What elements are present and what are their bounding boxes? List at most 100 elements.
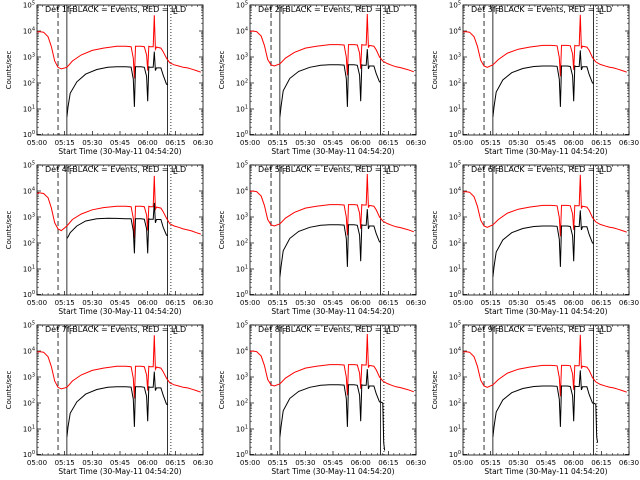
y-tick-label: 103 [23, 213, 35, 222]
x-tick-label: 06:15 [165, 299, 185, 307]
y-axis-label: Counts/sec [218, 211, 226, 250]
y-tick-label: 105 [236, 321, 248, 330]
annotation-label: L [173, 7, 178, 16]
y-tick-label: 103 [449, 373, 461, 382]
events-series-line [279, 49, 381, 117]
lld-series-line [250, 13, 414, 76]
y-tick-label: 103 [236, 373, 248, 382]
x-tick-label: 05:30 [82, 139, 102, 147]
x-tick-label: 05:45 [110, 299, 130, 307]
annotation-label: L [599, 327, 604, 336]
y-tick-label: 105 [23, 161, 35, 170]
panel-7: 100 101 102 103 104 105 05:00 05:15 05:30 05:45 06… [5, 321, 213, 477]
x-tick-label: 06:30 [406, 139, 426, 147]
panel-1: 100 101 102 103 104 105 05:00 05:15 05:30 05:45 06… [5, 1, 213, 157]
x-tick-label: 05:30 [508, 459, 528, 467]
y-axis-label: Counts/sec [5, 51, 13, 90]
plot-frame [249, 164, 417, 296]
y-tick-label: 102 [236, 239, 248, 248]
y-axis-label: Counts/sec [431, 371, 439, 410]
x-tick-label: 05:45 [536, 459, 556, 467]
annotation-label: L [386, 327, 391, 336]
y-tick-label: 102 [449, 239, 461, 248]
x-tick-label: 06:30 [193, 299, 213, 307]
panel-5: 100 101 102 103 104 105 05:00 05:15 05:30 05:45 06… [218, 161, 426, 317]
panel-title: Det 4f BLACK = Events, RED = LLD [45, 165, 186, 174]
y-tick-label: 102 [23, 399, 35, 408]
x-tick-label: 05:00 [27, 139, 47, 147]
x-tick-label: 05:00 [453, 139, 473, 147]
x-tick-label: 05:45 [323, 139, 343, 147]
x-tick-label: 05:00 [453, 459, 473, 467]
panel-title: Det 1f BLACK = Events, RED = LLD [45, 5, 186, 14]
y-tick-label: 104 [449, 187, 461, 196]
y-tick-label: 100 [23, 130, 35, 139]
x-axis-label: Start Time (30-May-11 04:54:20) [484, 147, 607, 156]
y-tick-label: 100 [449, 130, 461, 139]
y-axis-label: Counts/sec [5, 211, 13, 250]
y-tick-label: 105 [449, 1, 461, 10]
x-tick-label: 06:00 [138, 299, 158, 307]
x-tick-label: 05:30 [82, 299, 102, 307]
events-series-line [66, 371, 168, 437]
y-tick-label: 100 [449, 450, 461, 459]
y-tick-label: 101 [236, 425, 248, 434]
y-tick-label: 102 [23, 239, 35, 248]
x-tick-label: 05:15 [55, 299, 75, 307]
annotation-label: F [69, 327, 74, 336]
x-tick-label: 06:30 [619, 299, 639, 307]
y-tick-label: 105 [23, 321, 35, 330]
y-tick-label: 101 [23, 105, 35, 114]
lld-series-line [250, 173, 414, 236]
y-tick-label: 100 [23, 450, 35, 459]
y-tick-label: 102 [449, 399, 461, 408]
panel-3: 100 101 102 103 104 105 05:00 05:15 05:30 05:45 06… [431, 1, 639, 157]
y-tick-label: 102 [236, 399, 248, 408]
x-tick-label: 05:15 [268, 459, 288, 467]
y-tick-label: 105 [236, 161, 248, 170]
panel-title: Det 5f BLACK = Events, RED = LLD [258, 165, 399, 174]
annotation-label: F [495, 327, 500, 336]
y-tick-label: 101 [449, 105, 461, 114]
plot-frame [249, 4, 417, 136]
y-tick-label: 104 [449, 27, 461, 36]
panel-title: Det 7f BLACK = Events, RED = LLD [45, 325, 186, 334]
events-series-line [492, 50, 594, 117]
x-tick-label: 06:30 [619, 459, 639, 467]
annotation-label: F [495, 167, 500, 176]
x-tick-label: 05:15 [55, 459, 75, 467]
y-tick-label: 102 [23, 79, 35, 88]
y-tick-label: 101 [236, 105, 248, 114]
panel-title: Det 6f BLACK = Events, RED = LLD [471, 165, 612, 174]
lld-series-line [37, 335, 201, 399]
y-tick-label: 101 [449, 425, 461, 434]
panel-title: Det 2f BLACK = Events, RED = LLD [258, 5, 399, 14]
events-series-line [492, 210, 594, 277]
panel-title: Det 9f BLACK = Events, RED = LLD [471, 325, 612, 334]
x-tick-label: 06:30 [193, 139, 213, 147]
x-tick-label: 05:30 [508, 139, 528, 147]
x-axis-label: Start Time (30-May-11 04:54:20) [271, 307, 394, 316]
x-tick-label: 05:45 [110, 459, 130, 467]
x-tick-label: 05:30 [295, 459, 315, 467]
y-tick-label: 103 [449, 53, 461, 62]
events-series-line [279, 369, 386, 451]
plot-frame [36, 324, 204, 456]
x-tick-label: 06:15 [165, 139, 185, 147]
lld-series-line [37, 15, 201, 79]
x-tick-label: 05:00 [27, 459, 47, 467]
y-tick-label: 103 [449, 213, 461, 222]
y-tick-label: 102 [236, 79, 248, 88]
x-tick-label: 05:00 [240, 139, 260, 147]
lld-series-line [37, 175, 201, 239]
x-tick-label: 05:00 [27, 299, 47, 307]
y-tick-label: 105 [449, 161, 461, 170]
x-tick-label: 05:15 [481, 459, 501, 467]
x-tick-label: 06:15 [378, 459, 398, 467]
panel-title: Det 3f BLACK = Events, RED = LLD [471, 5, 612, 14]
lld-series-line [250, 333, 414, 396]
lld-series-line [463, 334, 627, 397]
y-axis-label: Counts/sec [431, 51, 439, 90]
x-axis-label: Start Time (30-May-11 04:54:20) [58, 147, 181, 156]
